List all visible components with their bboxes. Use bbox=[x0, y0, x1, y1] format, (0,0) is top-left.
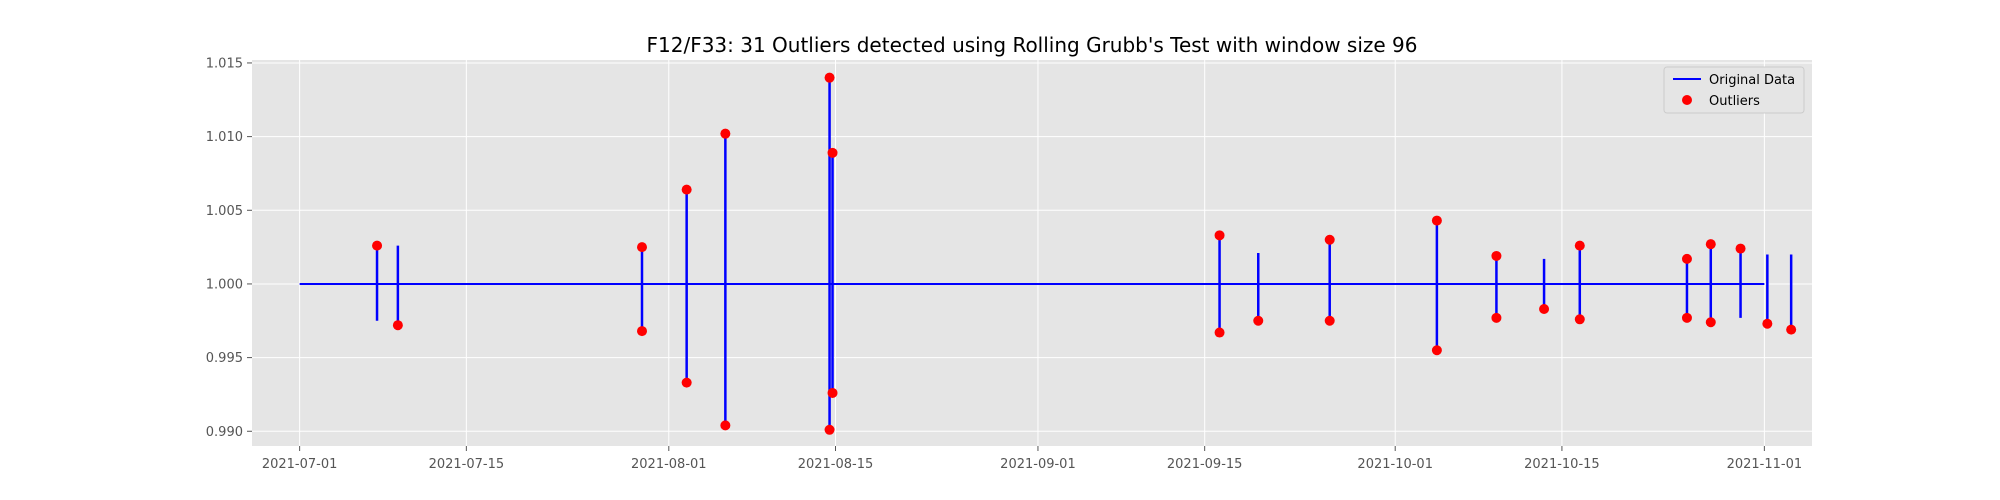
outlier-point bbox=[392, 320, 403, 331]
y-tick-label: 0.990 bbox=[206, 425, 243, 440]
outlier-points bbox=[372, 72, 1797, 435]
outlier-point bbox=[1705, 239, 1716, 250]
x-tick-label: 2021-10-15 bbox=[1524, 457, 1600, 472]
x-tick-label: 2021-09-15 bbox=[1167, 457, 1243, 472]
outlier-point bbox=[637, 326, 647, 337]
outlier-point bbox=[827, 147, 838, 158]
outlier-point bbox=[827, 387, 838, 398]
outlier-point bbox=[681, 377, 692, 388]
gridlines bbox=[252, 60, 1812, 446]
x-tick-label: 2021-10-01 bbox=[1357, 457, 1433, 472]
y-tick-label: 1.015 bbox=[206, 56, 243, 71]
outlier-point bbox=[1786, 324, 1797, 335]
outlier-point bbox=[1491, 250, 1502, 261]
plot-area bbox=[252, 60, 1812, 446]
legend-label-original-data: Original Data bbox=[1709, 73, 1795, 88]
outlier-point bbox=[1539, 303, 1550, 314]
outlier-point bbox=[1735, 243, 1746, 254]
outlier-point bbox=[1762, 318, 1773, 329]
data-series bbox=[299, 77, 1793, 430]
axes: 2021-07-01 2021-07-15 2021-08-01 2021-08-15… bbox=[206, 56, 1802, 472]
outlier-point bbox=[1681, 312, 1692, 323]
x-tick-label: 2021-08-01 bbox=[631, 457, 707, 472]
y-tick-label: 1.005 bbox=[206, 204, 243, 219]
outlier-point bbox=[1214, 327, 1225, 338]
outlier-point bbox=[1705, 317, 1716, 328]
outlier-point bbox=[1253, 315, 1264, 326]
outlier-point bbox=[1324, 315, 1335, 326]
outlier-point bbox=[1491, 312, 1502, 323]
outlier-point bbox=[1574, 314, 1585, 325]
outlier-point bbox=[1574, 240, 1585, 251]
x-tick-label: 2021-09-01 bbox=[1000, 457, 1076, 472]
x-tick-label: 2021-07-01 bbox=[262, 457, 338, 472]
outlier-point bbox=[824, 424, 835, 435]
x-tick-label: 2021-11-01 bbox=[1727, 457, 1803, 472]
x-tick-label: 2021-07-15 bbox=[429, 457, 505, 472]
x-tick-label: 2021-08-15 bbox=[798, 457, 874, 472]
y-tick-label: 1.010 bbox=[206, 130, 243, 145]
outlier-point bbox=[1681, 253, 1692, 264]
outlier-point bbox=[1431, 215, 1442, 226]
outlier-point bbox=[1431, 345, 1442, 356]
chart-title: F12/F33: 31 Outliers detected using Roll… bbox=[647, 33, 1418, 57]
outlier-point bbox=[1324, 234, 1335, 245]
outlier-point bbox=[824, 72, 835, 83]
y-tick-label: 1.000 bbox=[206, 277, 243, 292]
outlier-point bbox=[720, 128, 731, 139]
y-tick-label: 0.995 bbox=[206, 351, 243, 366]
outlier-point bbox=[372, 240, 383, 251]
legend-outlier-swatch bbox=[1682, 95, 1692, 105]
outlier-point bbox=[681, 184, 692, 195]
outlier-point bbox=[637, 242, 647, 253]
legend-label-outliers: Outliers bbox=[1709, 94, 1760, 109]
outlier-point bbox=[1214, 230, 1225, 241]
outlier-point bbox=[720, 420, 731, 431]
legend: Original Data Outliers bbox=[1663, 66, 1805, 114]
